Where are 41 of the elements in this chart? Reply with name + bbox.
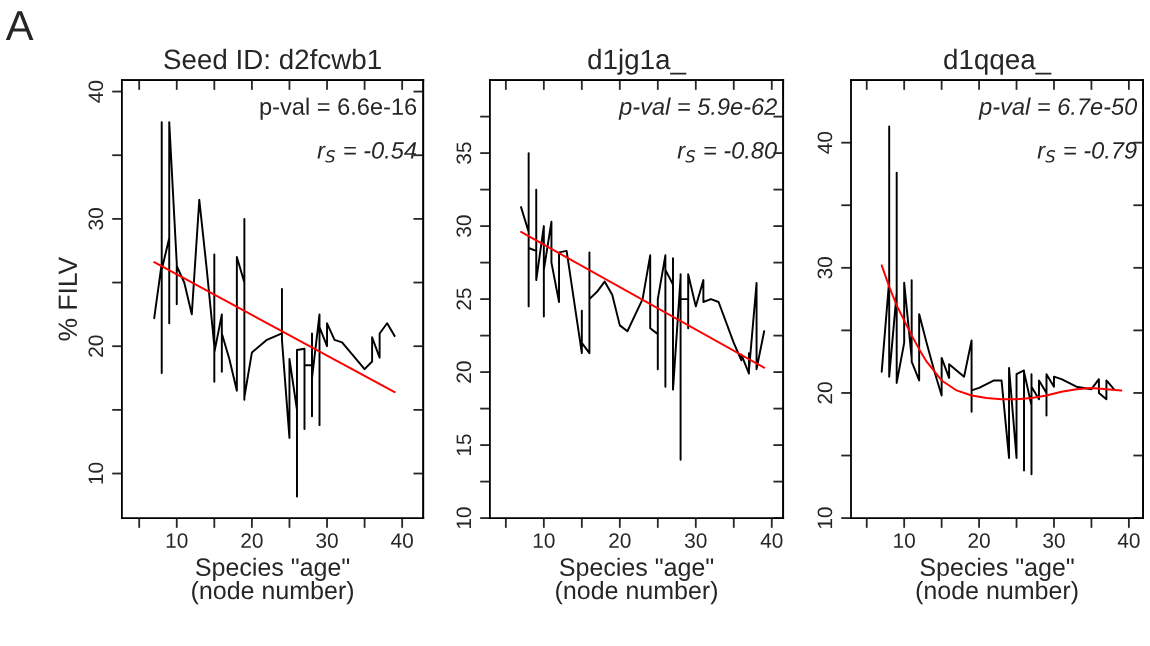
y-tick-label: 10 [817, 507, 833, 529]
line-series [880, 264, 1123, 401]
y-tick-label: 20 [817, 382, 833, 404]
annotation: p-val = 6.6e-16 [260, 97, 417, 120]
y-tick-label: 35 [456, 142, 472, 164]
y-tick-label: 15 [456, 434, 472, 456]
x-axis-title: Species "age" (node number) [916, 557, 1078, 605]
annotation: r$_{S}$ = -0.79 [1037, 142, 1137, 163]
text: A [5, 11, 34, 40]
x-tick-label: 20 [968, 533, 990, 548]
y-tick-label: 20 [88, 335, 104, 357]
x-tick-label: 40 [760, 533, 783, 548]
x-axis-title: Species "age" (node number) [192, 557, 353, 605]
y-tick-label: 30 [817, 257, 833, 279]
annotation: r$_{S}$ = -0.80 [677, 142, 777, 163]
chart-title: d1qqea_ [944, 48, 1052, 75]
y-tick-label: 30 [456, 215, 472, 237]
chart-title: d1jg1a_ [588, 48, 687, 75]
x-tick-label: 20 [241, 533, 263, 548]
x-tick-label: 10 [533, 533, 555, 548]
annotation: p-val = 5.9e-62 [618, 97, 777, 120]
y-axis-title: % FILV [58, 256, 78, 341]
x-tick-label: 40 [1117, 533, 1140, 548]
x-tick-label: 10 [166, 533, 188, 548]
y-tick-label: 40 [817, 131, 833, 154]
chart-title: Seed ID: d2fcwb1 [164, 48, 381, 70]
annotation: r$_{S}$ = -0.54 [317, 142, 417, 163]
y-tick-label: 20 [456, 361, 472, 383]
x-tick-label: 40 [391, 533, 413, 548]
y-tick-label: 40 [88, 80, 104, 103]
x-tick-label: 10 [894, 533, 915, 548]
x-axis-title: Species "age" (node number) [556, 557, 717, 605]
x-tick-label: 20 [609, 533, 631, 548]
annotation: p-val = 6.7e-50 [978, 97, 1138, 120]
x-tick-label: 30 [684, 533, 707, 548]
y-tick-label: 30 [88, 208, 104, 230]
y-tick-label: 25 [456, 288, 472, 310]
x-tick-label: 30 [1043, 533, 1065, 548]
y-tick-label: 10 [456, 507, 472, 529]
y-tick-label: 10 [88, 462, 104, 484]
x-tick-label: 30 [316, 533, 338, 548]
